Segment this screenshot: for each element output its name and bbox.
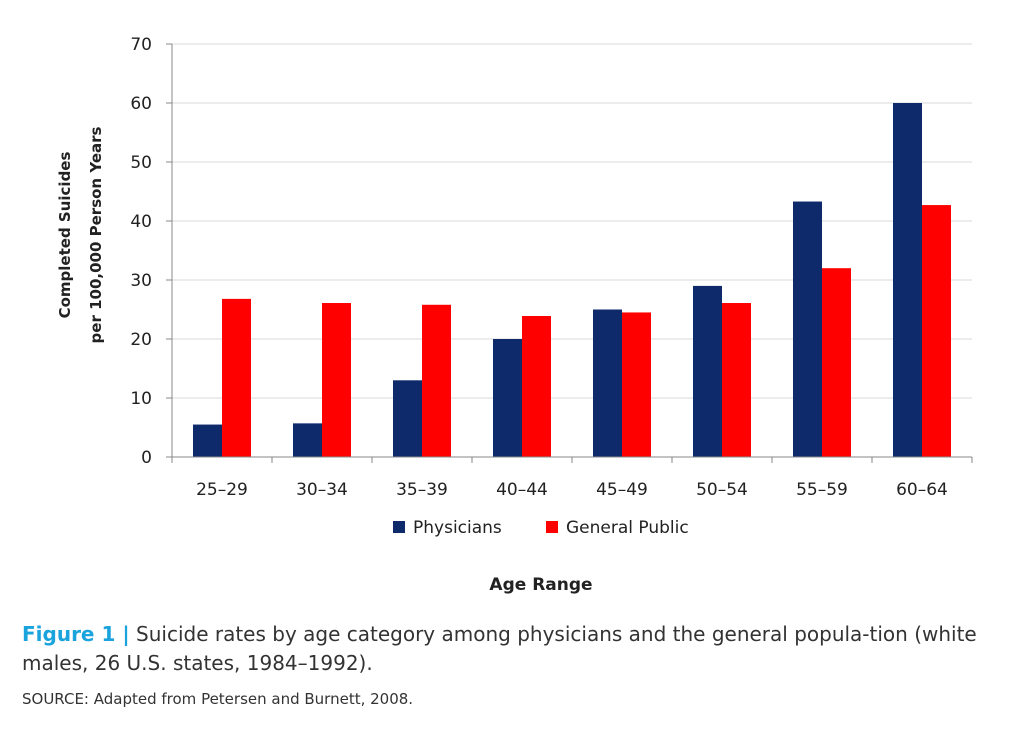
bar-physicians <box>393 380 422 457</box>
y-axis-label-line2: per 100,000 Person Years <box>87 126 105 343</box>
x-tick-label: 35–39 <box>396 480 448 500</box>
bar-general-public <box>322 303 351 457</box>
y-tick-label: 40 <box>130 212 152 232</box>
y-axis-label-line1: Completed Suicides <box>56 152 74 319</box>
legend: Physicians General Public <box>393 518 689 538</box>
bar-general-public <box>522 315 551 457</box>
figure-label: Figure 1 | <box>22 622 130 646</box>
y-tick-label: 0 <box>141 448 152 468</box>
bar-general-public <box>822 268 851 457</box>
x-tick-label: 25–29 <box>196 480 248 500</box>
y-tick-labels: 0 10 20 30 40 50 60 70 <box>130 35 152 468</box>
x-tick-label: 55–59 <box>796 480 848 500</box>
bar-physicians <box>793 201 822 457</box>
x-tick-label: 40–44 <box>496 480 548 500</box>
figure-caption: Figure 1 | Suicide rates by age category… <box>22 620 1012 678</box>
legend-label: General Public <box>566 518 689 538</box>
y-tick-label: 60 <box>130 94 152 114</box>
x-tick-labels: 25–29 30–34 35–39 40–44 45–49 50–54 55–59 60–64 <box>196 480 948 500</box>
axes <box>166 43 973 463</box>
x-axis-label: Age Range <box>489 575 592 595</box>
caption-text: Suicide rates by age category among phys… <box>22 622 977 675</box>
bar-physicians <box>693 285 722 457</box>
bars <box>193 103 951 457</box>
bar-physicians <box>293 423 322 457</box>
bar-physicians <box>593 309 622 457</box>
bar-general-public <box>622 312 651 457</box>
bar-physicians <box>493 339 522 457</box>
bar-physicians <box>893 103 922 457</box>
bar-general-public <box>422 304 451 457</box>
legend-swatch <box>393 521 405 533</box>
y-tick-label: 50 <box>130 153 152 173</box>
bar-general-public <box>922 205 951 457</box>
legend-label: Physicians <box>413 518 502 538</box>
x-tick-label: 45–49 <box>596 480 648 500</box>
y-tick-label: 20 <box>130 330 152 350</box>
x-tick-label: 30–34 <box>296 480 348 500</box>
bar-general-public <box>222 298 251 457</box>
bar-chart: 0 10 20 30 40 50 60 70 25–29 30–34 35–39 40–44 45–4… <box>56 35 973 595</box>
bar-physicians <box>193 424 222 457</box>
legend-swatch <box>546 521 558 533</box>
y-tick-label: 30 <box>130 271 152 291</box>
gridlines <box>172 43 972 399</box>
bar-general-public <box>722 303 751 457</box>
y-tick-label: 70 <box>130 35 152 55</box>
x-tick-label: 50–54 <box>696 480 748 500</box>
source-note: SOURCE: Adapted from Petersen and Burnet… <box>22 690 414 708</box>
x-tick-label: 60–64 <box>896 480 948 500</box>
y-tick-label: 10 <box>130 389 152 409</box>
